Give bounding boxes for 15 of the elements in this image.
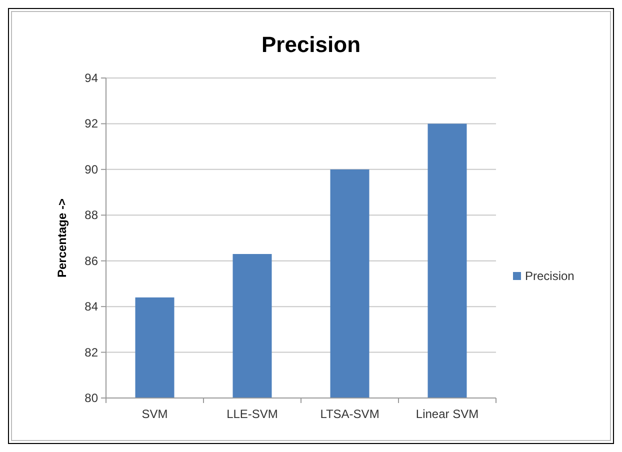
- y-tick-label: 86: [84, 254, 98, 268]
- x-tick-label: Linear SVM: [416, 407, 479, 421]
- y-tick-label: 84: [84, 300, 98, 314]
- y-tick-label: 82: [84, 345, 98, 360]
- y-axis-title: Percentage ->: [55, 198, 69, 278]
- legend-label: Precision: [525, 269, 574, 283]
- chart-title: Precision: [261, 32, 361, 57]
- y-tick-label: 88: [84, 208, 98, 222]
- x-tick-label: LLE-SVM: [226, 407, 278, 421]
- y-tick-label: 80: [84, 391, 98, 405]
- y-tick-label: 90: [84, 162, 98, 176]
- y-tick-label: 94: [84, 71, 98, 85]
- x-tick-label: LTSA-SVM: [320, 407, 380, 421]
- x-tick-label: SVM: [142, 407, 168, 421]
- y-tick-label: 92: [84, 116, 98, 131]
